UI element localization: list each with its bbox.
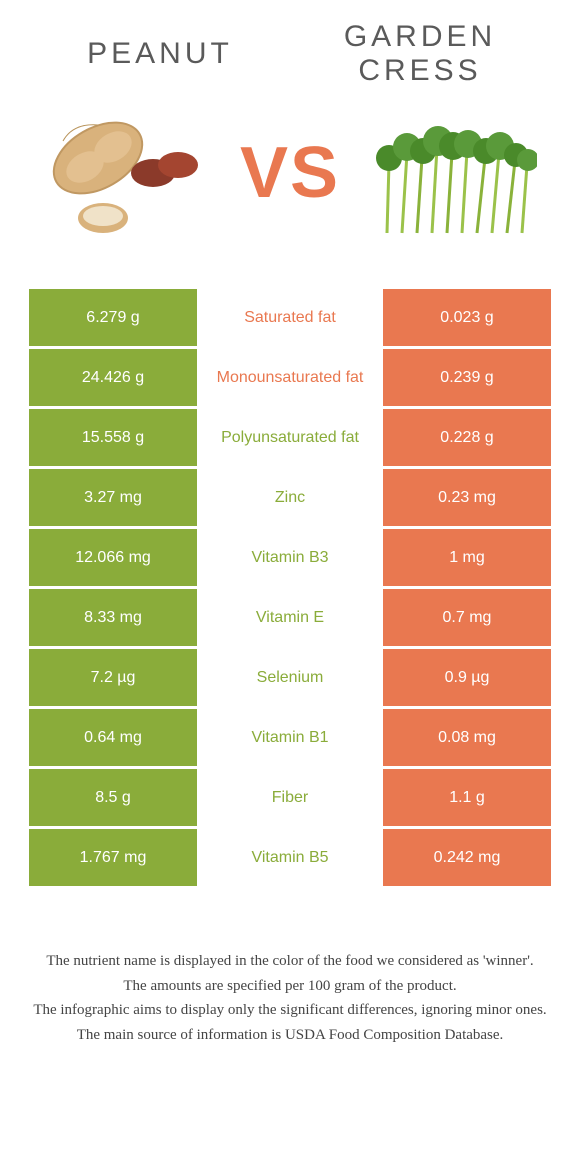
left-value: 15.558 g bbox=[29, 409, 197, 466]
nutrient-name: Polyunsaturated fat bbox=[197, 409, 383, 466]
table-row: 3.27 mgZinc0.23 mg bbox=[29, 469, 551, 526]
right-value: 1 mg bbox=[383, 529, 551, 586]
table-row: 1.767 mgVitamin B50.242 mg bbox=[29, 829, 551, 886]
right-value: 0.228 g bbox=[383, 409, 551, 466]
nutrient-name: Monounsaturated fat bbox=[197, 349, 383, 406]
right-value: 1.1 g bbox=[383, 769, 551, 826]
left-value: 24.426 g bbox=[29, 349, 197, 406]
table-row: 8.33 mgVitamin E0.7 mg bbox=[29, 589, 551, 646]
left-value: 12.066 mg bbox=[29, 529, 197, 586]
right-value: 0.242 mg bbox=[383, 829, 551, 886]
nutrient-name: Zinc bbox=[197, 469, 383, 526]
right-food-name: Garden cress bbox=[290, 20, 550, 88]
right-food-image bbox=[367, 98, 537, 248]
footer-line: The nutrient name is displayed in the co… bbox=[30, 950, 550, 973]
right-value: 0.239 g bbox=[383, 349, 551, 406]
nutrient-name: Vitamin B1 bbox=[197, 709, 383, 766]
nutrient-table: 6.279 gSaturated fat0.023 g24.426 gMonou… bbox=[28, 288, 552, 890]
table-row: 12.066 mgVitamin B31 mg bbox=[29, 529, 551, 586]
left-food-image bbox=[43, 98, 213, 248]
nutrient-name: Saturated fat bbox=[197, 289, 383, 346]
table-row: 15.558 gPolyunsaturated fat0.228 g bbox=[29, 409, 551, 466]
left-food-name: Peanut bbox=[30, 37, 290, 71]
peanut-icon bbox=[43, 103, 213, 243]
left-value: 8.5 g bbox=[29, 769, 197, 826]
right-value: 0.9 µg bbox=[383, 649, 551, 706]
nutrient-name: Vitamin E bbox=[197, 589, 383, 646]
nutrient-name: Selenium bbox=[197, 649, 383, 706]
images-row: VS bbox=[0, 98, 580, 288]
table-row: 8.5 gFiber1.1 g bbox=[29, 769, 551, 826]
footer-line: The main source of information is USDA F… bbox=[30, 1024, 550, 1047]
nutrient-name: Vitamin B3 bbox=[197, 529, 383, 586]
nutrient-name: Vitamin B5 bbox=[197, 829, 383, 886]
vs-label: VS bbox=[240, 132, 340, 214]
footer-line: The infographic aims to display only the… bbox=[30, 999, 550, 1022]
footer-notes: The nutrient name is displayed in the co… bbox=[0, 890, 580, 1046]
right-value: 0.23 mg bbox=[383, 469, 551, 526]
nutrient-name: Fiber bbox=[197, 769, 383, 826]
table-row: 6.279 gSaturated fat0.023 g bbox=[29, 289, 551, 346]
left-value: 1.767 mg bbox=[29, 829, 197, 886]
footer-line: The amounts are specified per 100 gram o… bbox=[30, 975, 550, 998]
cress-icon bbox=[367, 103, 537, 243]
right-food-header: Garden cress bbox=[290, 20, 550, 88]
left-value: 0.64 mg bbox=[29, 709, 197, 766]
left-value: 7.2 µg bbox=[29, 649, 197, 706]
left-value: 8.33 mg bbox=[29, 589, 197, 646]
right-value: 0.023 g bbox=[383, 289, 551, 346]
left-value: 3.27 mg bbox=[29, 469, 197, 526]
table-row: 7.2 µgSelenium0.9 µg bbox=[29, 649, 551, 706]
right-value: 0.7 mg bbox=[383, 589, 551, 646]
table-row: 0.64 mgVitamin B10.08 mg bbox=[29, 709, 551, 766]
table-row: 24.426 gMonounsaturated fat0.239 g bbox=[29, 349, 551, 406]
left-food-header: Peanut bbox=[30, 37, 290, 71]
header: Peanut Garden cress bbox=[0, 0, 580, 98]
left-value: 6.279 g bbox=[29, 289, 197, 346]
right-value: 0.08 mg bbox=[383, 709, 551, 766]
